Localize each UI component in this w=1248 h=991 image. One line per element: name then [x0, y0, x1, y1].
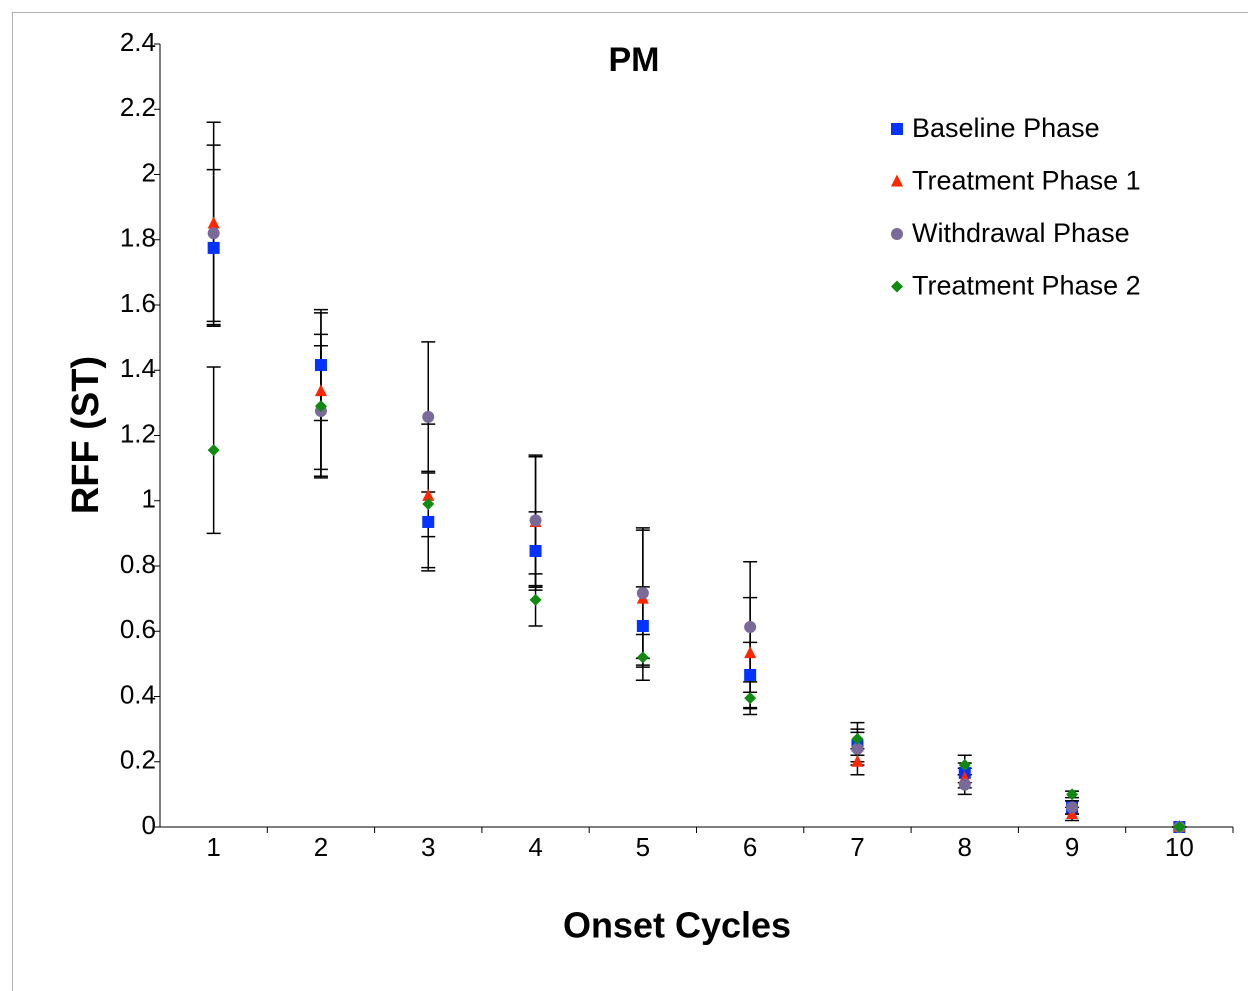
point [636, 651, 649, 664]
y-tick-label: 0.2 [120, 745, 156, 775]
point [744, 668, 757, 681]
point [422, 488, 435, 501]
point [744, 692, 757, 705]
x-tick-label: 2 [314, 832, 328, 862]
y-tick-label: 2.4 [120, 27, 156, 57]
point [314, 359, 327, 372]
point [851, 754, 864, 767]
point [1173, 821, 1186, 833]
legend-marker [891, 174, 903, 187]
y-tick-label: 2 [142, 157, 156, 187]
point [851, 742, 864, 755]
x-tick-label: 9 [1065, 832, 1079, 862]
legend-label: Baseline Phase [912, 113, 1100, 143]
y-tick-label: 1.2 [120, 418, 156, 448]
point [529, 544, 542, 557]
point [1066, 788, 1079, 801]
point [1066, 801, 1079, 814]
point [207, 216, 220, 229]
point [636, 587, 649, 600]
point [314, 384, 327, 397]
x-tick-label: 10 [1165, 832, 1194, 862]
y-tick-label: 1.8 [120, 223, 156, 253]
point [207, 241, 220, 254]
y-tick-label: 1 [142, 484, 156, 514]
legend-label: Treatment Phase 1 [912, 166, 1141, 196]
point [422, 515, 435, 528]
point [851, 732, 864, 745]
y-tick-label: 1.4 [120, 353, 156, 383]
x-tick-label: 5 [636, 832, 650, 862]
x-tick-label: 1 [206, 832, 220, 862]
point [422, 410, 435, 423]
point [958, 778, 971, 791]
point [744, 646, 757, 659]
legend-marker [891, 123, 903, 135]
y-axis-label: RFF (ST) [65, 356, 107, 514]
y-tick-label: 1.6 [120, 288, 156, 318]
x-tick-label: 8 [958, 832, 972, 862]
point [207, 227, 220, 240]
point [314, 400, 327, 413]
y-tick-label: 0 [142, 810, 156, 840]
legend-label: Treatment Phase 2 [912, 271, 1141, 301]
legend-marker [891, 280, 903, 293]
y-tick-label: 2.2 [120, 92, 156, 122]
x-axis-label: Onset Cycles [563, 905, 791, 946]
x-tick-label: 4 [528, 832, 542, 862]
chart-frame [12, 12, 1248, 991]
y-tick-label: 0.8 [120, 549, 156, 579]
legend-label: Withdrawal Phase [912, 218, 1130, 248]
point [636, 620, 649, 633]
chart-title: PM [609, 41, 660, 79]
x-tick-label: 3 [421, 832, 435, 862]
y-tick-label: 0.4 [120, 679, 156, 709]
point [529, 593, 542, 606]
point [529, 514, 542, 527]
legend-marker [891, 228, 903, 240]
point [744, 621, 757, 634]
x-tick-label: 6 [743, 832, 757, 862]
y-tick-label: 0.6 [120, 614, 156, 644]
x-tick-label: 7 [850, 832, 864, 862]
point [958, 759, 971, 772]
point [207, 444, 220, 457]
point [422, 498, 435, 511]
